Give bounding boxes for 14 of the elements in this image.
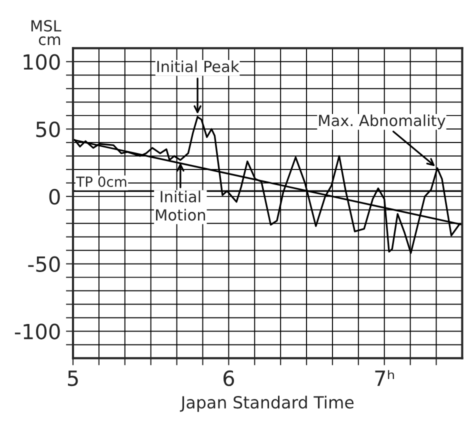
annotation: Initial Peak — [157, 60, 240, 72]
y-tick-label: -50 — [28, 256, 60, 272]
y-tick-label: 100 — [24, 54, 60, 70]
annotation: Max. Abnomality — [319, 114, 446, 130]
y-tick-label: 0 — [49, 188, 60, 205]
annotation: Initial Motion — [156, 190, 206, 221]
x-tick-label: 7ʰ — [375, 370, 394, 386]
ref-line-label: TP 0cm — [76, 176, 126, 188]
y-tick-label: -100 — [14, 324, 60, 340]
x-tick-label: 5 — [68, 370, 78, 386]
x-axis-title: Japan Standard Time — [180, 396, 354, 412]
y-axis-title: MSL cm — [31, 20, 62, 46]
x-tick-label: 6 — [224, 370, 234, 386]
y-tick-label: 50 — [36, 121, 60, 138]
